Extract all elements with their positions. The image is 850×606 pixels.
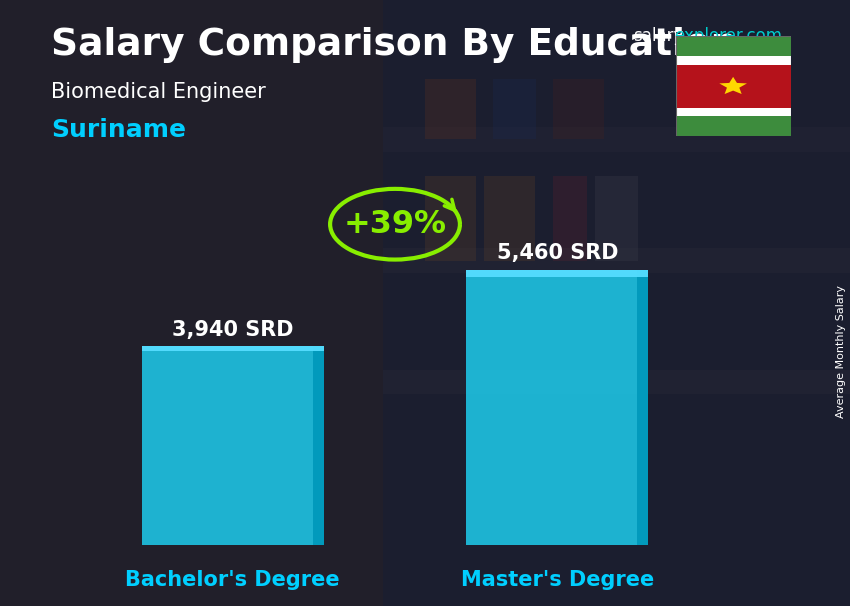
Bar (676, 36, 790, 56)
Bar (313, 347, 324, 545)
Bar (382, 248, 850, 273)
Text: Biomedical Engineer: Biomedical Engineer (51, 82, 266, 102)
Bar (142, 347, 324, 545)
Bar (493, 79, 536, 139)
Bar (676, 108, 790, 116)
Text: explorer.com: explorer.com (674, 27, 782, 45)
Text: 3,940 SRD: 3,940 SRD (172, 320, 293, 340)
Bar (382, 127, 850, 152)
Bar (425, 176, 476, 261)
Bar (142, 347, 324, 351)
Bar (676, 56, 790, 65)
Bar (467, 270, 649, 545)
Bar (425, 79, 476, 139)
Bar (552, 79, 604, 139)
Bar (382, 0, 850, 606)
Text: Bachelor's Degree: Bachelor's Degree (126, 570, 340, 590)
Polygon shape (719, 77, 747, 94)
Bar (676, 65, 790, 108)
Text: Salary Comparison By Education: Salary Comparison By Education (51, 27, 737, 63)
Text: 5,460 SRD: 5,460 SRD (496, 243, 618, 263)
Bar (552, 176, 586, 261)
Bar (484, 176, 536, 261)
Text: Average Monthly Salary: Average Monthly Salary (836, 285, 846, 418)
Bar (638, 270, 649, 545)
Text: Suriname: Suriname (51, 118, 186, 142)
Bar (676, 116, 790, 136)
Bar (382, 370, 850, 394)
Text: +39%: +39% (343, 208, 446, 240)
Bar (467, 270, 649, 276)
Text: salary: salary (633, 27, 683, 45)
Bar (595, 176, 638, 261)
Bar (0, 0, 382, 606)
Text: Master's Degree: Master's Degree (461, 570, 654, 590)
